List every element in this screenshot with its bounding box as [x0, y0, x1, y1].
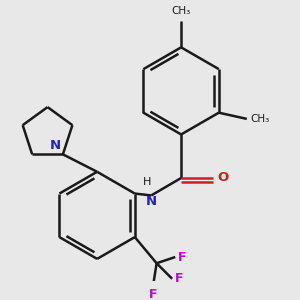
Text: F: F [175, 272, 183, 285]
Text: N: N [50, 140, 61, 152]
Text: O: O [218, 171, 229, 184]
Text: F: F [178, 250, 186, 263]
Text: H: H [143, 177, 152, 187]
Text: CH₃: CH₃ [172, 6, 191, 16]
Text: F: F [149, 287, 158, 300]
Text: CH₃: CH₃ [250, 114, 269, 124]
Text: N: N [146, 195, 157, 208]
